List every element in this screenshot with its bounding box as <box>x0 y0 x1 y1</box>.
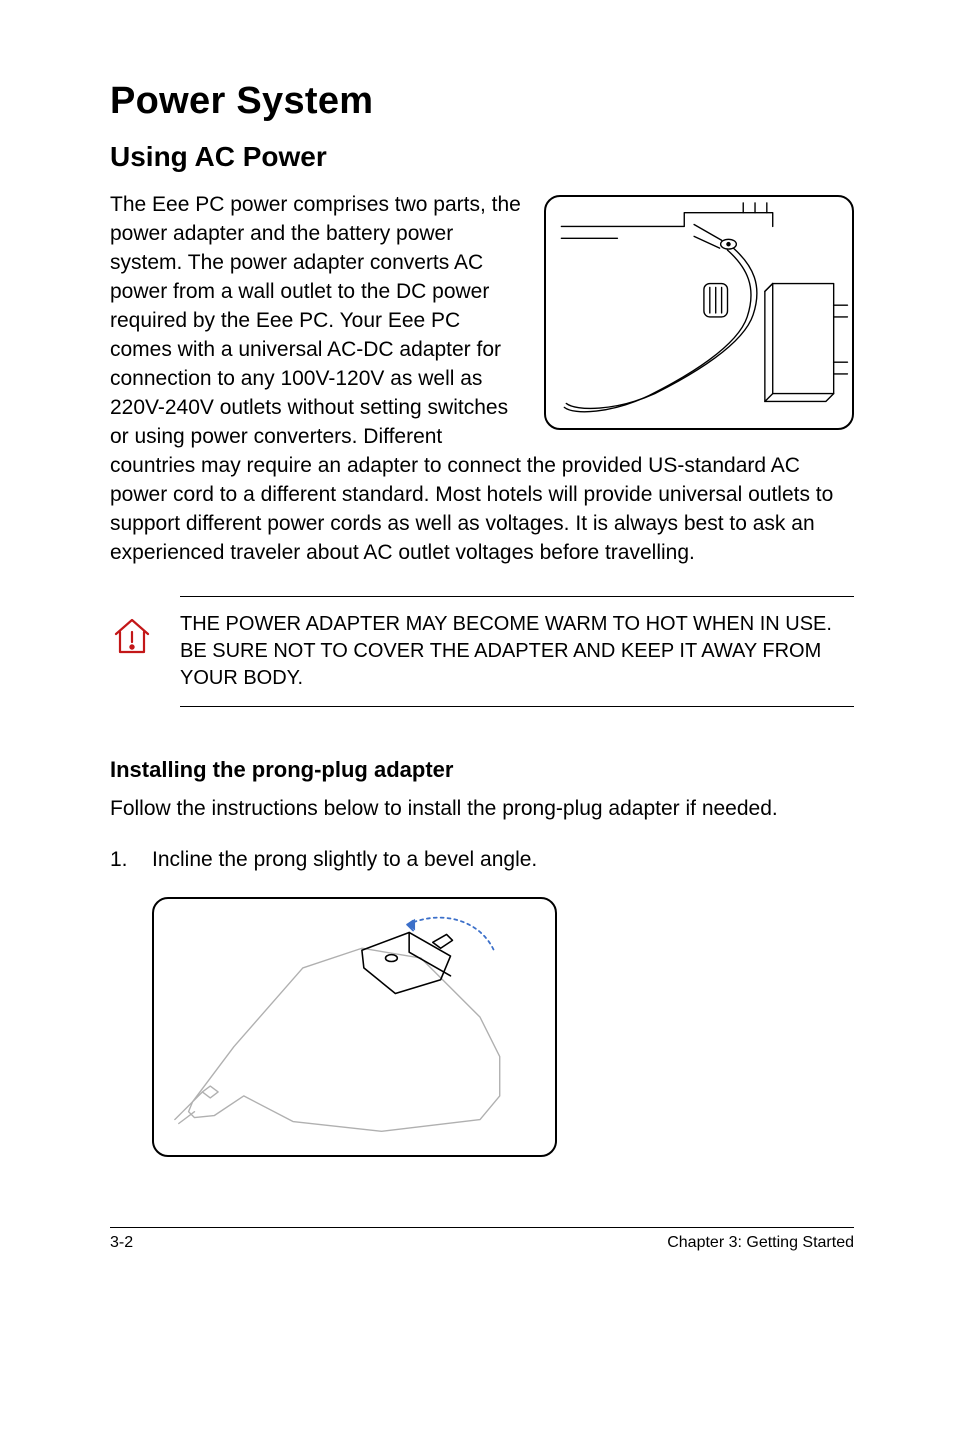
figure-power-adapter <box>544 195 854 430</box>
intro-flow: The Eee PC power comprises two parts, th… <box>110 191 854 568</box>
page: Power System Using AC Power <box>0 0 954 1292</box>
prong-plug-diagram <box>154 899 555 1155</box>
warning-text: THE POWER ADAPTER MAY BECOME WARM TO HOT… <box>180 611 854 692</box>
footer-page-number: 3-2 <box>110 1234 133 1252</box>
warning-callout: THE POWER ADAPTER MAY BECOME WARM TO HOT… <box>110 596 854 707</box>
warning-text-wrap: THE POWER ADAPTER MAY BECOME WARM TO HOT… <box>180 596 854 707</box>
subsection-intro: Follow the instructions below to install… <box>110 795 854 824</box>
subsection-title-h3: Installing the prong-plug adapter <box>110 757 854 783</box>
warning-icon <box>110 596 180 663</box>
figure-prong-plug <box>152 897 557 1157</box>
footer-chapter-label: Chapter 3: Getting Started <box>667 1234 854 1252</box>
page-title-h1: Power System <box>110 80 854 123</box>
step-1-number: 1. <box>110 846 152 875</box>
section-title-h2: Using AC Power <box>110 141 854 173</box>
step-1: 1. Incline the prong slightly to a bevel… <box>110 846 854 875</box>
step-1-text: Incline the prong slightly to a bevel an… <box>152 846 537 875</box>
power-adapter-diagram <box>546 197 852 428</box>
page-footer: 3-2 Chapter 3: Getting Started <box>110 1227 854 1252</box>
